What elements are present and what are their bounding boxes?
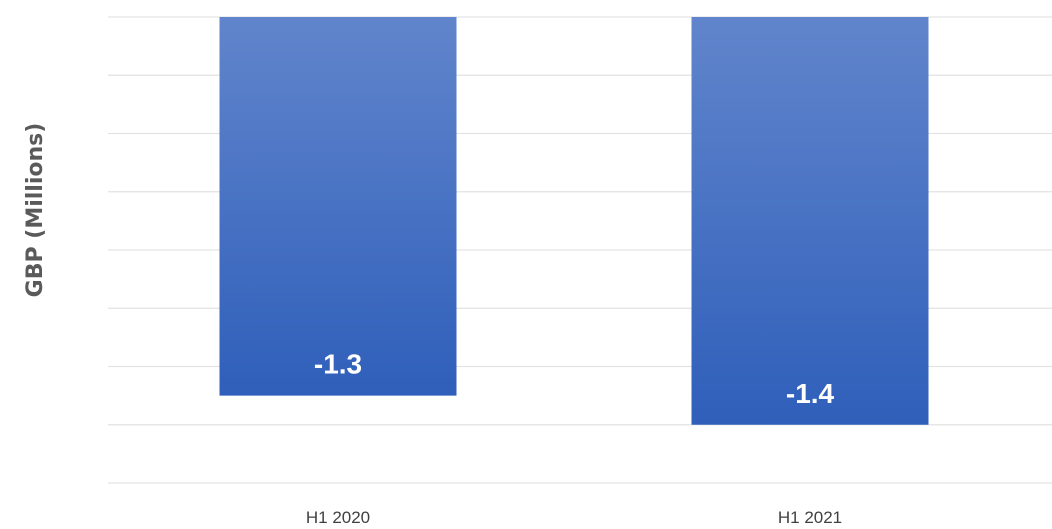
y-axis-label: GBP (Millions) xyxy=(23,123,48,298)
x-tick-label: H1 2020 xyxy=(306,508,370,527)
data-label: -1.4 xyxy=(786,378,835,409)
data-label: -1.3 xyxy=(314,349,362,380)
x-tick-label: H1 2021 xyxy=(778,508,842,527)
x-tick-labels: H1 2020 H1 2021 xyxy=(306,508,842,527)
bar-h1-2021 xyxy=(691,17,929,425)
bars xyxy=(219,17,929,425)
bar-h1-2020 xyxy=(219,17,457,396)
data-labels: -1.3 -1.4 xyxy=(314,349,835,409)
